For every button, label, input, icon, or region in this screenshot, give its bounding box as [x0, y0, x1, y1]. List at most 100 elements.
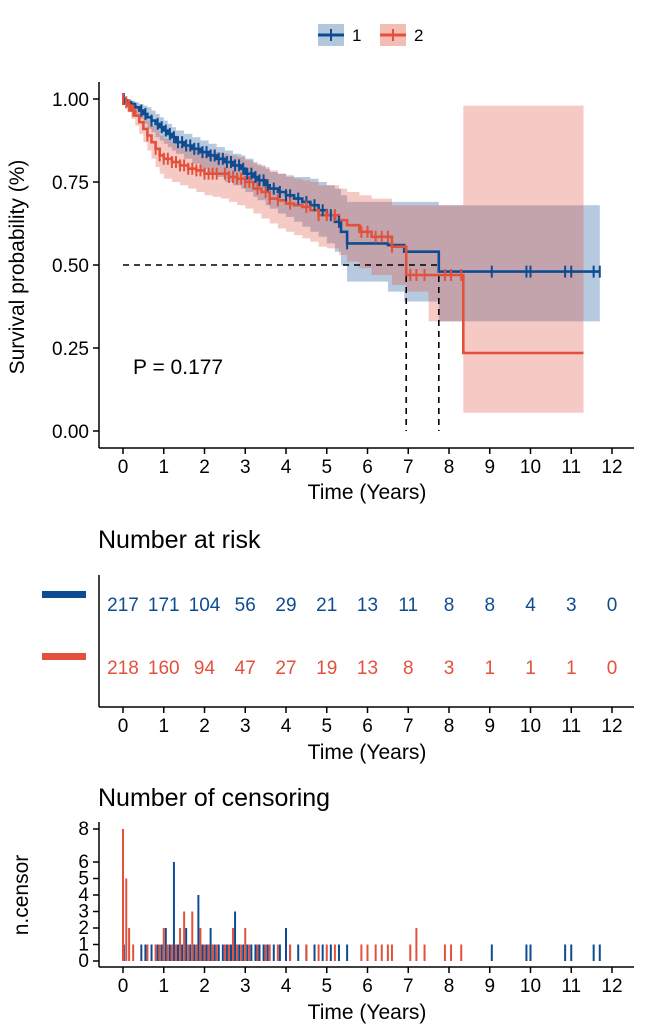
censor-y-tick-label: 3 — [78, 902, 89, 923]
censor-y-tick-label: 1 — [78, 935, 89, 956]
risk-number-group2: 19 — [316, 658, 337, 679]
censor-y-tick-label: 6 — [78, 852, 89, 873]
risk-x-tick-label: 9 — [484, 716, 495, 737]
censor-x-tick-label: 0 — [118, 976, 129, 997]
km-x-axis-title: Time (Years) — [308, 481, 427, 504]
risk-number-group2: 13 — [357, 658, 378, 679]
risk-number-group1: 217 — [107, 595, 139, 616]
censor-plot-title: Number of censoring — [98, 784, 330, 812]
risk-number-group1: 21 — [316, 595, 337, 616]
risk-number-group2: 1 — [525, 658, 536, 679]
risk-number-group2: 1 — [566, 658, 577, 679]
risk-number-group2: 27 — [275, 658, 296, 679]
censor-x-tick-label: 8 — [444, 976, 455, 997]
risk-table: Number at risk 217 171 104 56 29 21 13 11 8 8 4 3 02… — [42, 526, 634, 764]
risk-number-group2: 94 — [194, 658, 216, 679]
risk-axes: 0 1 2 3 4 5 6 7 8 9 10 11 12 — [98, 575, 634, 737]
risk-x-tick-label: 0 — [118, 716, 129, 737]
median-reference-lines — [123, 264, 440, 431]
legend-label-1: 1 — [352, 26, 361, 45]
censor-x-tick-label: 4 — [281, 976, 292, 997]
risk-number-group1: 11 — [398, 595, 418, 616]
km-plot: 0.000.250.500.751.000 1 2 3 4 5 6 7 8 9 10 11 12 P =… — [6, 82, 634, 504]
ci-band-1 — [123, 99, 600, 322]
km-x-tick-label: 1 — [158, 457, 169, 478]
risk-number-group2: 160 — [148, 658, 180, 679]
censor-y-tick-label: 0 — [78, 951, 89, 972]
risk-number-group2: 8 — [403, 658, 414, 679]
risk-x-tick-label: 2 — [199, 716, 210, 737]
risk-table-title: Number at risk — [98, 526, 261, 554]
risk-x-tick-label: 8 — [444, 716, 455, 737]
legend: 1 2 — [318, 24, 423, 46]
censor-x-tick-label: 3 — [240, 976, 251, 997]
km-x-tick-label: 10 — [520, 457, 541, 478]
risk-x-tick-label: 5 — [321, 716, 332, 737]
km-y-tick-label: 0.25 — [52, 339, 89, 360]
risk-x-tick-label: 12 — [601, 716, 622, 737]
km-y-tick-label: 0.75 — [52, 173, 89, 194]
risk-number-group1: 104 — [189, 595, 221, 616]
risk-number-group2: 218 — [107, 658, 139, 679]
risk-number-group1: 29 — [275, 595, 296, 616]
km-y-tick-label: 0.00 — [52, 422, 89, 443]
censor-y-tick-label: 5 — [78, 869, 89, 890]
risk-x-axis-title: Time (Years) — [308, 741, 427, 764]
risk-number-group1: 13 — [357, 595, 378, 616]
censor-y-axis-title: n.censor — [10, 855, 33, 936]
censor-x-tick-label: 10 — [520, 976, 541, 997]
censor-x-tick-label: 1 — [158, 976, 169, 997]
censor-x-tick-label: 9 — [484, 976, 495, 997]
censor-x-tick-label: 12 — [601, 976, 622, 997]
risk-number-group1: 171 — [148, 595, 180, 616]
km-x-tick-label: 0 — [118, 457, 129, 478]
km-y-tick-label: 1.00 — [52, 90, 89, 111]
p-value: P = 0.177 — [133, 356, 223, 379]
risk-number-group1: 3 — [566, 595, 577, 616]
km-x-tick-label: 6 — [362, 457, 373, 478]
risk-number-group1: 0 — [607, 595, 618, 616]
censor-x-tick-label: 11 — [561, 976, 581, 997]
risk-x-tick-label: 3 — [240, 716, 251, 737]
risk-number-group1: 56 — [235, 595, 256, 616]
risk-x-tick-label: 4 — [281, 716, 292, 737]
km-x-tick-label: 12 — [601, 457, 622, 478]
km-y-axis-title: Survival probability (%) — [6, 160, 29, 375]
risk-number-group1: 4 — [525, 595, 536, 616]
risk-number-group2: 3 — [444, 658, 455, 679]
risk-x-tick-label: 1 — [158, 716, 169, 737]
km-x-tick-label: 5 — [321, 457, 332, 478]
censor-x-tick-label: 6 — [362, 976, 373, 997]
risk-legend-bar-2 — [42, 653, 86, 660]
censor-x-tick-label: 7 — [403, 976, 414, 997]
km-x-tick-label: 11 — [561, 457, 581, 478]
risk-legend-bar-1 — [42, 591, 86, 598]
risk-number-group1: 8 — [484, 595, 495, 616]
risk-number-group2: 1 — [484, 658, 495, 679]
risk-number-group2: 47 — [235, 658, 256, 679]
km-x-tick-label: 8 — [444, 457, 455, 478]
censor-x-tick-label: 2 — [199, 976, 210, 997]
km-curves — [122, 93, 601, 355]
censor-bars — [122, 829, 601, 961]
censor-x-tick-label: 5 — [321, 976, 332, 997]
km-axes: 0.000.250.500.751.000 1 2 3 4 5 6 7 8 9 10 11 12 — [52, 82, 634, 478]
risk-x-tick-label: 7 — [403, 716, 414, 737]
censor-x-axis-title: Time (Years) — [308, 1001, 427, 1024]
km-x-tick-label: 3 — [240, 457, 251, 478]
censor-y-tick-label: 4 — [78, 885, 89, 906]
risk-number-group2: 0 — [607, 658, 618, 679]
km-x-tick-label: 9 — [484, 457, 495, 478]
risk-x-tick-label: 10 — [520, 716, 541, 737]
censor-y-tick-label: 2 — [78, 918, 89, 939]
km-y-tick-label: 0.50 — [52, 256, 89, 277]
risk-x-tick-label: 6 — [362, 716, 373, 737]
km-x-tick-label: 2 — [199, 457, 210, 478]
risk-number-group1: 8 — [444, 595, 455, 616]
censor-y-tick-label: 8 — [78, 819, 89, 840]
legend-label-2: 2 — [414, 26, 423, 45]
